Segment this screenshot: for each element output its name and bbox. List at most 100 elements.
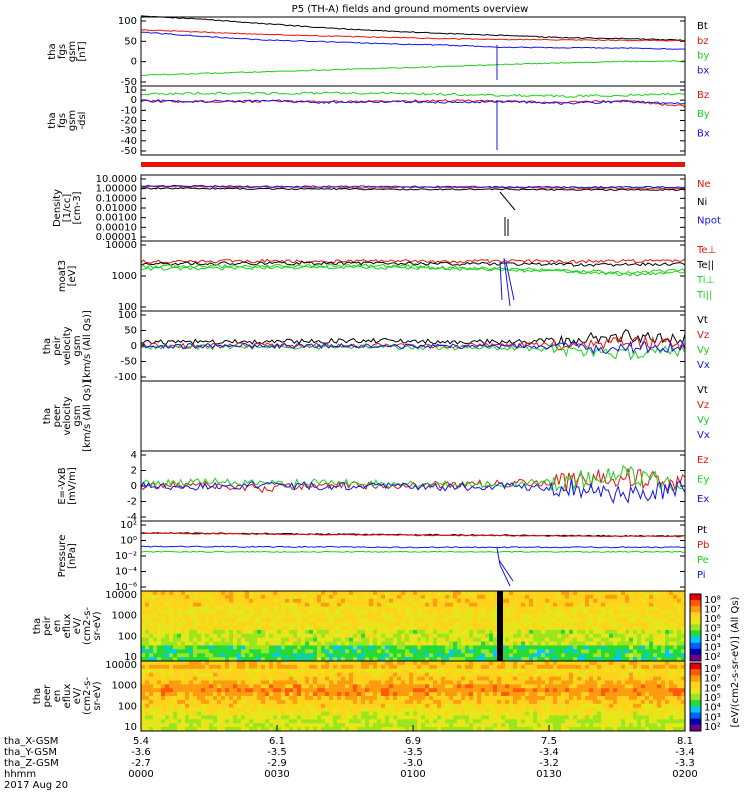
spectro-cell xyxy=(161,711,166,716)
spectro-cell xyxy=(305,637,310,642)
spectro-cell xyxy=(345,676,350,681)
spectro-cell xyxy=(301,688,306,693)
spectro-cell xyxy=(305,715,310,720)
spectro-cell xyxy=(413,664,418,670)
spectro-cell xyxy=(333,727,338,732)
spectro-cell xyxy=(201,614,206,619)
spectro-cell xyxy=(625,614,630,619)
spectro-cell xyxy=(589,614,594,619)
spectro-cell xyxy=(397,614,402,619)
spectro-cell xyxy=(433,727,438,732)
spectro-cell xyxy=(305,707,310,712)
spectro-cell xyxy=(477,715,482,720)
spectro-cell xyxy=(289,699,294,705)
spectro-cell xyxy=(229,688,234,693)
spectro-cell xyxy=(205,606,210,611)
spectro-cell xyxy=(645,727,650,732)
spectro-cell xyxy=(481,618,486,623)
spectro-cell xyxy=(145,645,150,650)
spectro-cell xyxy=(217,606,222,611)
spectro-cell xyxy=(557,664,562,670)
spectro-cell xyxy=(557,661,562,666)
spectro-cell xyxy=(357,715,362,720)
spectro-cell xyxy=(393,699,398,705)
spectro-cell xyxy=(553,657,558,662)
spectro-cell xyxy=(209,618,214,623)
spectro-cell xyxy=(153,657,158,662)
spectro-cell xyxy=(381,637,386,642)
spectro-cell xyxy=(429,707,434,712)
spectro-cell xyxy=(313,645,318,650)
spectro-cell xyxy=(217,715,222,720)
spectro-cell xyxy=(433,668,438,674)
spectro-cell xyxy=(369,649,374,654)
spectro-cell xyxy=(497,680,502,685)
spectro-cell xyxy=(433,684,438,689)
spectro-cell xyxy=(545,653,550,658)
spectro-cell xyxy=(189,633,194,639)
spectro-cell xyxy=(229,727,234,732)
spectro-cell xyxy=(497,664,502,670)
spectro-cell xyxy=(573,641,578,646)
spectro-cell xyxy=(221,715,226,720)
spectro-cell xyxy=(349,610,354,615)
spectro-cell xyxy=(149,668,154,674)
spectro-cell xyxy=(493,711,498,716)
spectro-cell xyxy=(141,641,146,646)
spectro-cell xyxy=(421,614,426,619)
spectro-cell xyxy=(329,633,334,639)
spectro-cell xyxy=(413,703,418,709)
spectro-cell xyxy=(569,629,574,635)
spectro-cell xyxy=(265,622,270,627)
spectro-cell xyxy=(317,618,322,623)
spectro-cell xyxy=(581,664,586,670)
spectro-cell xyxy=(493,703,498,709)
spectro-cell xyxy=(469,711,474,716)
spectro-cell xyxy=(417,629,422,635)
spectro-cell xyxy=(277,719,282,724)
spectro-cell xyxy=(249,684,254,689)
spectro-cell xyxy=(601,598,606,604)
spectro-cell xyxy=(385,703,390,709)
spectro-cell xyxy=(521,645,526,650)
spectro-cell xyxy=(585,664,590,670)
spectro-cell xyxy=(161,633,166,639)
spectro-cell xyxy=(509,723,514,728)
spectro-cell xyxy=(177,649,182,654)
spectro-cell xyxy=(557,591,562,596)
spectro-cell xyxy=(213,672,218,677)
spectro-cell xyxy=(365,692,370,697)
spectro-cell xyxy=(557,598,562,604)
spectro-cell xyxy=(385,661,390,666)
spectro-cell xyxy=(561,715,566,720)
spectro-cell xyxy=(461,696,466,701)
spectro-cell xyxy=(305,723,310,728)
spectro-cell xyxy=(633,594,638,600)
spectro-cell xyxy=(297,591,302,596)
spectro-cell xyxy=(349,684,354,689)
spectro-cell xyxy=(381,692,386,697)
spectro-cell xyxy=(617,598,622,604)
spectro-cell xyxy=(241,610,246,615)
spectro-cell xyxy=(561,711,566,716)
spectro-cell xyxy=(449,672,454,677)
spectro-cell xyxy=(521,591,526,596)
spectro-cell xyxy=(649,699,654,705)
ylabel-fgs-dsl-2: gsm xyxy=(67,110,78,131)
spectro-cell xyxy=(353,707,358,712)
spectro-cell xyxy=(313,637,318,642)
spectro-cell xyxy=(597,618,602,623)
spectro-cell xyxy=(345,696,350,701)
spectro-cell xyxy=(629,610,634,615)
spectro-cell xyxy=(613,649,618,654)
spectro-cell xyxy=(177,668,182,674)
spectro-cell xyxy=(601,696,606,701)
spectro-cell xyxy=(585,598,590,604)
spectro-cell xyxy=(533,719,538,724)
spectro-cell xyxy=(569,606,574,611)
spectro-cell xyxy=(541,699,546,705)
spectro-cell xyxy=(361,696,366,701)
spectro-cell xyxy=(625,645,630,650)
spectro-cell xyxy=(505,680,510,685)
spectro-cell xyxy=(393,598,398,604)
